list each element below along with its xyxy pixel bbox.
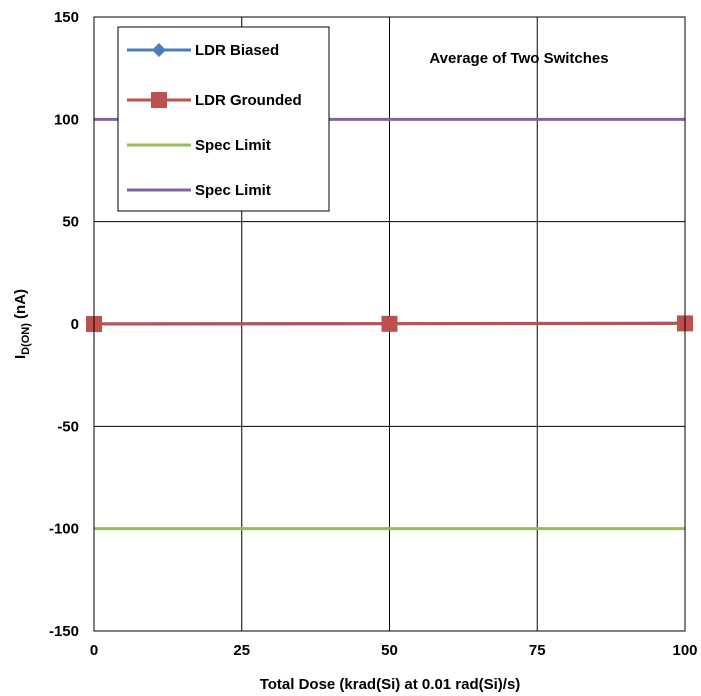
annotation-text: Average of Two Switches [429,50,608,67]
legend-label: Spec Limit [195,137,271,154]
legend-box [117,26,330,212]
y-tick-label: -100 [49,521,79,538]
y-axis-title-sub: D(ON) [20,323,32,355]
legend-item: LDR Grounded [127,92,302,109]
y-tick-label: 50 [62,214,79,231]
x-tick-label: 75 [529,642,546,659]
plot-frame [93,16,686,632]
y-tick-label: -50 [57,418,79,435]
y-axis-title-main: I [12,355,29,359]
y-tick-label: 150 [54,9,79,26]
x-tick-label: 100 [672,642,697,659]
y-tick-label: -150 [49,623,79,640]
legend-item: Spec Limit [127,137,271,154]
x-tick-label: 0 [90,642,98,659]
y-axis-title: ID(ON) (nA) [12,289,32,359]
x-tick-label: 25 [233,642,250,659]
y-axis-title-unit: (nA) [12,289,29,323]
legend-marker [152,43,166,57]
tick-labels: 0 25 50 75 100 150 100 50 0 -50 -100 -150 [49,9,698,659]
series-1 [86,315,693,332]
y-tick-label: 0 [71,316,79,333]
legend: LDR Biased LDR Grounded Spec Limit Spec Lim… [117,26,330,212]
x-tick-label: 50 [381,642,398,659]
x-axis-title: Total Dose (krad(Si) at 0.01 rad(Si)/s) [260,676,521,693]
legend-item: LDR Biased [127,42,279,59]
legend-label: LDR Grounded [195,92,302,109]
y-tick-label: 100 [54,111,79,128]
data-point [381,315,398,332]
legend-item: Spec Limit [127,182,271,199]
legend-marker [151,92,167,108]
series-layer [86,117,693,531]
legend-label: LDR Biased [195,42,279,59]
legend-label: Spec Limit [195,182,271,199]
